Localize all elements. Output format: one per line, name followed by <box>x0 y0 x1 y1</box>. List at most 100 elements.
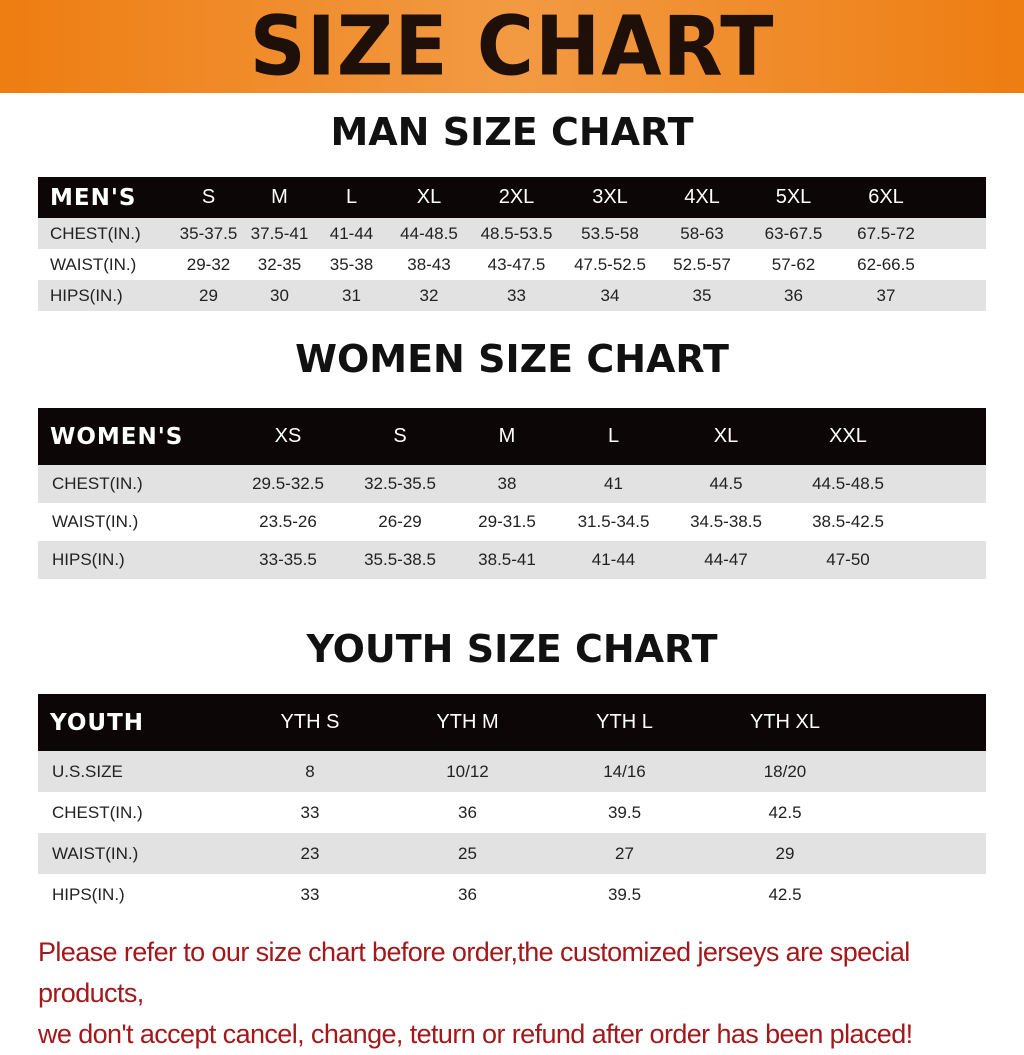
header-row: WOMEN'S XS S M L XL XXL <box>38 408 986 465</box>
size-header: 3XL <box>592 186 628 208</box>
measurement-cell: 29 <box>775 843 795 863</box>
measurement-cell: 29.5-32.5 <box>252 474 324 493</box>
row-label: U.S.SIZE <box>52 761 123 781</box>
measurement-cell: 52.5-57 <box>673 254 731 274</box>
measurement-cell: 44.5 <box>709 474 743 493</box>
measurement-cell: 38 <box>497 474 517 493</box>
row-label: CHEST(IN.) <box>50 223 141 243</box>
size-header: M <box>498 425 516 447</box>
size-header: XL <box>713 425 739 447</box>
measurement-cell: 27 <box>615 843 634 863</box>
women-section-title: WOMEN SIZE CHART <box>295 337 729 381</box>
measurement-cell: 18/20 <box>763 761 807 781</box>
measurement-cell: 47.5-52.5 <box>574 254 646 274</box>
measurement-cell: 23.5-26 <box>259 512 317 531</box>
size-header: XS <box>274 425 302 447</box>
measurement-cell: 32-35 <box>257 254 302 274</box>
measurement-cell: 42.5 <box>768 884 802 904</box>
size-header: S <box>393 425 407 447</box>
table-row: WAIST(IN.) 29-32 32-35 35-38 38-43 43-47.5 47.… <box>38 249 986 280</box>
size-header: L <box>607 425 620 447</box>
measurement-cell: 39.5 <box>607 802 642 822</box>
size-header: 5XL <box>775 186 812 208</box>
measurement-cell: 23 <box>300 843 320 863</box>
row-label: CHEST(IN.) <box>52 474 143 493</box>
row-label: WAIST(IN.) <box>52 512 139 531</box>
measurement-cell: 44-47 <box>704 550 748 569</box>
measurement-cell: 44-48.5 <box>400 223 458 243</box>
measurement-cell: 29-31.5 <box>478 512 536 531</box>
row-label: HIPS(IN.) <box>52 550 125 569</box>
order-notice: Please refer to our size chart before or… <box>38 932 1008 1055</box>
measurement-cell: 35 <box>692 285 712 305</box>
measurement-cell: 39.5 <box>607 884 642 904</box>
youth-size-table: YOUTH YTH S YTH M YTH L YTH XL U.S.SIZE 8 10/12… <box>38 694 986 915</box>
size-header: YTH XL <box>749 711 821 733</box>
size-header: 4XL <box>684 186 720 208</box>
row-label: HIPS(IN.) <box>52 884 125 904</box>
size-header: YTH L <box>596 711 653 733</box>
measurement-cell: 8 <box>305 761 315 781</box>
measurement-cell: 10/12 <box>446 761 489 781</box>
measurement-cell: 32 <box>419 285 439 305</box>
size-header: YTH S <box>280 711 340 733</box>
measurement-cell: 43-47.5 <box>487 254 546 274</box>
measurement-cell: 58-63 <box>680 223 724 243</box>
measurement-cell: 35-37.5 <box>179 223 238 243</box>
measurement-cell: 37.5-41 <box>250 223 309 243</box>
measurement-cell: 36 <box>784 285 803 305</box>
measurement-cell: 42.5 <box>768 802 802 822</box>
measurement-cell: 35.5-38.5 <box>364 550 436 569</box>
row-label: CHEST(IN.) <box>52 802 143 822</box>
table-label: WOMEN'S <box>50 423 184 450</box>
measurement-cell: 36 <box>458 884 477 904</box>
table-row: WAIST(IN.) 23 25 27 29 <box>38 833 986 874</box>
measurement-cell: 37 <box>876 285 896 305</box>
size-header: YTH M <box>436 711 499 733</box>
size-header: XXL <box>829 425 867 447</box>
table-row: CHEST(IN.) 33 36 39.5 42.5 <box>38 792 986 833</box>
measurement-cell: 41 <box>604 474 623 493</box>
measurement-cell: 26-29 <box>378 512 422 531</box>
measurement-cell: 29-32 <box>186 254 231 274</box>
title-banner: SIZE CHART <box>0 0 1024 94</box>
table-row: CHEST(IN.) 35-37.5 37.5-41 41-44 44-48.5 48.5… <box>38 218 986 249</box>
measurement-cell: 38-43 <box>407 254 451 274</box>
men-size-table: MEN'S S M L XL 2XL 3XL 4XL 5XL 6XL CHEST(IN.) 35-37… <box>38 177 986 311</box>
measurement-cell: 63-67.5 <box>764 223 823 243</box>
measurement-cell: 31.5-34.5 <box>577 512 650 531</box>
size-header: 6XL <box>868 186 904 208</box>
table-label: YOUTH <box>50 709 145 736</box>
measurement-cell: 47-50 <box>826 550 870 569</box>
table-row: U.S.SIZE 8 10/12 14/16 18/20 <box>38 751 986 792</box>
measurement-cell: 33 <box>300 884 320 904</box>
women-size-table: WOMEN'S XS S M L XL XXL CHEST(IN.) 29.5-32.5 32.5… <box>38 408 986 579</box>
measurement-cell: 67.5-72 <box>857 223 915 243</box>
header-row: MEN'S S M L XL 2XL 3XL 4XL 5XL 6XL <box>38 177 986 218</box>
measurement-cell: 33-35.5 <box>259 550 317 569</box>
size-header: L <box>345 186 358 208</box>
size-header: 2XL <box>498 186 535 208</box>
measurement-cell: 33 <box>300 802 320 822</box>
measurement-cell: 33 <box>507 285 526 305</box>
size-header: M <box>271 186 288 208</box>
measurement-cell: 41-44 <box>329 223 374 243</box>
row-label: HIPS(IN.) <box>50 285 123 305</box>
row-label: WAIST(IN.) <box>52 843 139 863</box>
table-label: MEN'S <box>50 184 137 211</box>
header-row: YOUTH YTH S YTH M YTH L YTH XL <box>38 694 986 751</box>
table-row: CHEST(IN.) 29.5-32.5 32.5-35.5 38 41 44.5 44.5… <box>38 465 986 503</box>
size-header: S <box>201 186 216 208</box>
measurement-cell: 35-38 <box>329 254 374 274</box>
measurement-cell: 34 <box>600 285 620 305</box>
notice-line-2: we don't accept cancel, change, teturn o… <box>38 1019 913 1049</box>
measurement-cell: 36 <box>458 802 477 822</box>
measurement-cell: 38.5-42.5 <box>812 512 884 531</box>
measurement-cell: 32.5-35.5 <box>364 474 436 493</box>
men-section-title: MAN SIZE CHART <box>330 110 694 154</box>
measurement-cell: 57-62 <box>771 254 816 274</box>
measurement-cell: 48.5-53.5 <box>480 223 553 243</box>
table-row: HIPS(IN.) 33 36 39.5 42.5 <box>38 874 986 915</box>
table-row: HIPS(IN.) 33-35.5 35.5-38.5 38.5-41 41-44 44-… <box>38 541 986 579</box>
measurement-cell: 31 <box>342 285 361 305</box>
